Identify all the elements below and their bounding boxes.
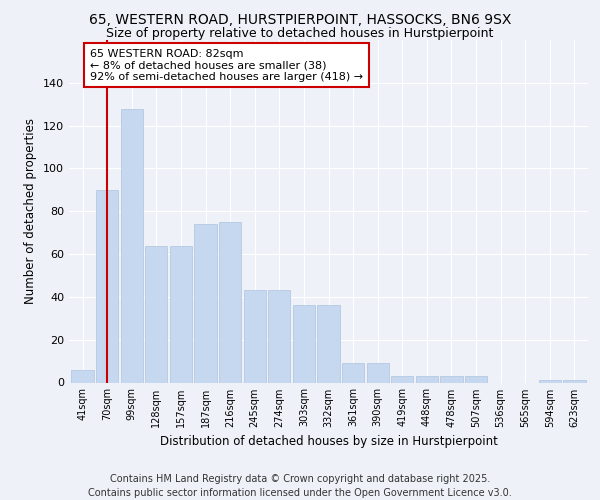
Text: 65, WESTERN ROAD, HURSTPIERPOINT, HASSOCKS, BN6 9SX: 65, WESTERN ROAD, HURSTPIERPOINT, HASSOC…	[89, 12, 511, 26]
Bar	[121, 108, 143, 382]
Text: Size of property relative to detached houses in Hurstpierpoint: Size of property relative to detached ho…	[106, 28, 494, 40]
Bar	[563, 380, 586, 382]
Bar	[293, 306, 315, 382]
Bar	[367, 363, 389, 382]
Bar	[145, 246, 167, 382]
Bar	[416, 376, 438, 382]
Bar	[96, 190, 118, 382]
Bar	[71, 370, 94, 382]
Text: 65 WESTERN ROAD: 82sqm
← 8% of detached houses are smaller (38)
92% of semi-deta: 65 WESTERN ROAD: 82sqm ← 8% of detached …	[90, 48, 363, 82]
Bar	[268, 290, 290, 382]
Bar	[244, 290, 266, 382]
Y-axis label: Number of detached properties: Number of detached properties	[25, 118, 37, 304]
Text: Contains HM Land Registry data © Crown copyright and database right 2025.
Contai: Contains HM Land Registry data © Crown c…	[88, 474, 512, 498]
X-axis label: Distribution of detached houses by size in Hurstpierpoint: Distribution of detached houses by size …	[160, 435, 497, 448]
Bar	[194, 224, 217, 382]
Bar	[440, 376, 463, 382]
Bar	[342, 363, 364, 382]
Bar	[170, 246, 192, 382]
Bar	[539, 380, 561, 382]
Bar	[219, 222, 241, 382]
Bar	[465, 376, 487, 382]
Bar	[317, 306, 340, 382]
Bar	[391, 376, 413, 382]
